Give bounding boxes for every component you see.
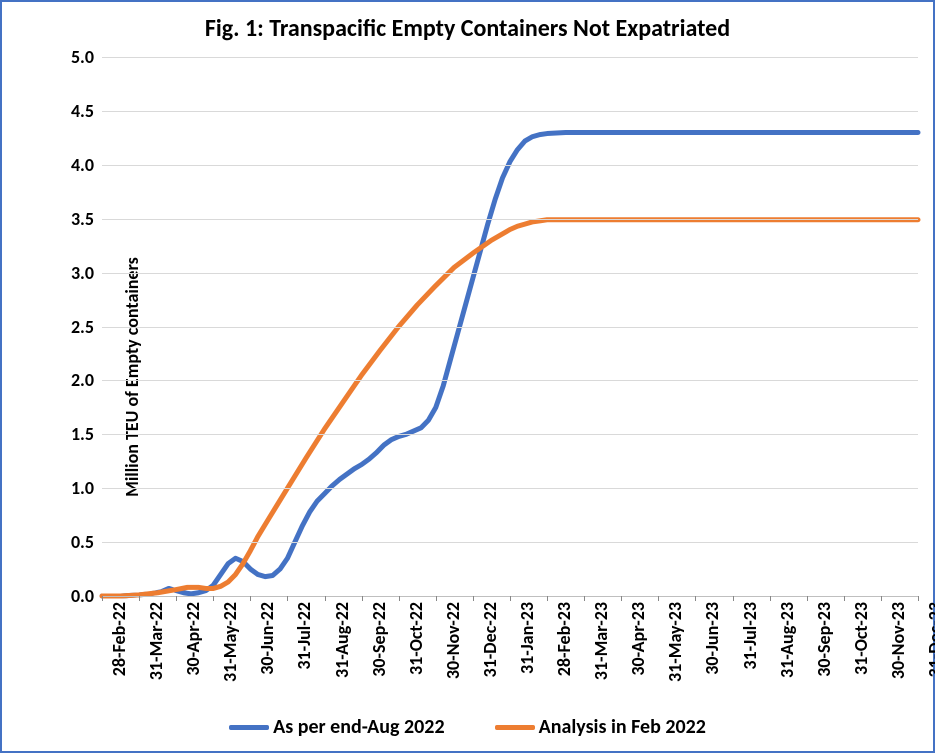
grid-line — [102, 57, 918, 58]
x-tick-label: 30-Sep-22 — [368, 602, 390, 677]
x-tick-mark — [436, 596, 437, 601]
y-tick-label: 3.0 — [71, 262, 94, 284]
x-tick-label: 31-May-22 — [219, 602, 241, 682]
x-tick-mark — [287, 596, 288, 601]
legend-item-2: Analysis in Feb 2022 — [495, 715, 706, 739]
y-tick-label: 0.5 — [71, 531, 94, 553]
x-tick-label: 31-Jan-23 — [516, 602, 538, 674]
x-tick-label: 30-Jun-23 — [701, 602, 723, 675]
legend-swatch-2 — [495, 725, 535, 730]
x-tick-label: 31-Mar-22 — [145, 602, 167, 680]
legend-label-1: As per end-Aug 2022 — [273, 715, 444, 739]
chart-frame: Fig. 1: Transpacific Empty Containers No… — [0, 0, 935, 753]
x-tick-mark — [695, 596, 696, 601]
x-tick-mark — [807, 596, 808, 601]
y-tick-label: 1.0 — [71, 477, 94, 499]
series-line-1 — [102, 220, 918, 596]
x-tick-label: 28-Feb-23 — [553, 602, 575, 676]
x-tick-label: 31-Aug-22 — [331, 602, 353, 678]
x-tick-mark — [213, 596, 214, 601]
x-tick-label: 30-Jun-22 — [256, 602, 278, 675]
x-tick-label: 31-Oct-22 — [405, 602, 427, 675]
y-tick-label: 1.5 — [71, 423, 94, 445]
y-tick-label: 4.0 — [71, 154, 94, 176]
x-tick-mark — [621, 596, 622, 601]
x-tick-label: 31-Aug-23 — [776, 602, 798, 678]
y-tick-label: 4.5 — [71, 100, 94, 122]
y-tick-label: 0.0 — [71, 585, 94, 607]
x-tick-label: 31-Jul-23 — [739, 602, 761, 670]
legend-swatch-1 — [229, 725, 269, 730]
x-tick-mark — [176, 596, 177, 601]
x-tick-mark — [102, 596, 103, 601]
grid-line — [102, 111, 918, 112]
x-tick-mark — [473, 596, 474, 601]
x-tick-mark — [770, 596, 771, 601]
x-tick-mark — [362, 596, 363, 601]
x-tick-mark — [139, 596, 140, 601]
legend-item-1: As per end-Aug 2022 — [229, 715, 444, 739]
x-tick-mark — [510, 596, 511, 601]
x-tick-mark — [584, 596, 585, 601]
x-tick-mark — [918, 596, 919, 601]
grid-line — [102, 542, 918, 543]
x-tick-label: 31-Oct-23 — [850, 602, 872, 675]
x-tick-mark — [733, 596, 734, 601]
x-tick-label: 30-Apr-23 — [627, 602, 649, 676]
x-tick-mark — [881, 596, 882, 601]
grid-line — [102, 219, 918, 220]
x-tick-label: 31-Dec-23 — [924, 602, 935, 677]
x-tick-label: 31-Dec-22 — [479, 602, 501, 677]
x-tick-label: 28-Feb-22 — [108, 602, 130, 676]
legend: As per end-Aug 2022 Analysis in Feb 2022 — [2, 715, 933, 739]
x-tick-mark — [399, 596, 400, 601]
x-tick-mark — [547, 596, 548, 601]
x-tick-label: 31-May-23 — [664, 602, 686, 682]
chart-title: Fig. 1: Transpacific Empty Containers No… — [2, 2, 933, 43]
x-tick-label: 31-Jul-22 — [293, 602, 315, 670]
legend-label-2: Analysis in Feb 2022 — [539, 715, 706, 739]
x-tick-label: 31-Mar-23 — [590, 602, 612, 680]
y-tick-label: 2.5 — [71, 316, 94, 338]
grid-line — [102, 273, 918, 274]
x-tick-label: 30-Apr-22 — [182, 602, 204, 676]
x-tick-mark — [658, 596, 659, 601]
plot-area: 0.00.51.01.52.02.53.03.54.04.55.028-Feb-… — [102, 57, 918, 596]
series-line-0 — [102, 132, 918, 596]
grid-line — [102, 327, 918, 328]
x-tick-mark — [250, 596, 251, 601]
x-tick-label: 30-Nov-22 — [442, 602, 464, 679]
x-tick-label: 30-Nov-23 — [887, 602, 909, 679]
y-tick-label: 5.0 — [71, 46, 94, 68]
grid-line — [102, 488, 918, 489]
grid-line — [102, 434, 918, 435]
x-tick-mark — [844, 596, 845, 601]
x-tick-label: 30-Sep-23 — [813, 602, 835, 677]
grid-line — [102, 380, 918, 381]
y-tick-label: 2.0 — [71, 369, 94, 391]
y-tick-label: 3.5 — [71, 208, 94, 230]
x-tick-mark — [325, 596, 326, 601]
grid-line — [102, 165, 918, 166]
